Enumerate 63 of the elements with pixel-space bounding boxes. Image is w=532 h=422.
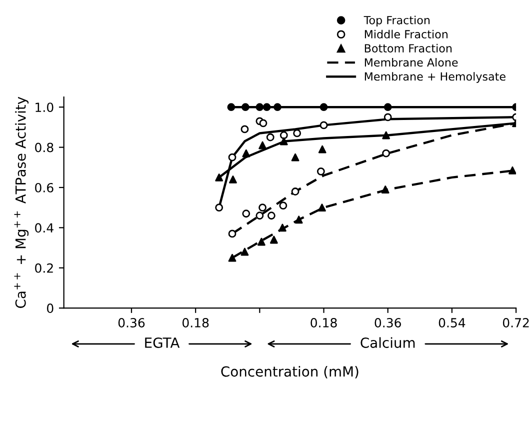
point xyxy=(280,137,288,146)
y-tick-label: 0.2 xyxy=(35,263,53,273)
point xyxy=(215,204,224,212)
point xyxy=(259,119,268,128)
x-tick-label: 0.18 xyxy=(310,318,337,328)
point xyxy=(381,186,390,194)
x-tick-label: 0.36 xyxy=(374,318,401,328)
x-tick-label: 0.18 xyxy=(182,318,209,328)
point xyxy=(258,204,266,212)
point xyxy=(258,141,266,150)
legend-label: Middle Fraction xyxy=(364,30,448,38)
point xyxy=(278,224,286,232)
point xyxy=(270,236,278,244)
point xyxy=(320,103,328,112)
point xyxy=(258,238,266,246)
point xyxy=(382,131,390,140)
point xyxy=(240,125,249,134)
x-tick-label: 0.72 xyxy=(502,318,529,328)
point xyxy=(266,133,274,142)
y-tick-label: 0.8 xyxy=(35,142,54,152)
point xyxy=(384,103,392,112)
point xyxy=(280,131,288,140)
point xyxy=(262,103,271,112)
point xyxy=(228,230,236,238)
point xyxy=(293,129,302,138)
point xyxy=(256,212,264,220)
legend-label: Membrane + Hemolysate xyxy=(364,72,506,83)
point xyxy=(291,188,300,196)
point xyxy=(508,166,516,174)
point xyxy=(320,121,328,130)
text: Calcium xyxy=(360,337,415,348)
x-tick-label: 0.54 xyxy=(438,318,466,328)
point xyxy=(242,149,250,158)
point xyxy=(384,113,392,122)
y-tick-label: 0.4 xyxy=(35,223,54,233)
x-tick-label: 0.36 xyxy=(118,318,145,328)
point xyxy=(279,202,288,210)
y-tick-label: 0 xyxy=(46,304,54,313)
point xyxy=(242,210,250,218)
point xyxy=(228,254,236,262)
point xyxy=(382,149,390,158)
point xyxy=(267,212,276,220)
y-axis-title: Ca$^{++}$ + Mg$^{++}$ ATPase Activity xyxy=(14,96,29,308)
point xyxy=(318,204,326,212)
point xyxy=(240,248,249,256)
point xyxy=(227,103,236,112)
point xyxy=(228,153,236,162)
text: EGTA xyxy=(145,337,180,348)
y-tick-label: 1.0 xyxy=(36,102,54,112)
point xyxy=(215,173,224,182)
point xyxy=(256,103,264,112)
point xyxy=(229,176,237,184)
y-tick-label: 0.6 xyxy=(35,182,54,192)
point xyxy=(291,153,300,162)
legend-label: Bottom Fraction xyxy=(364,44,452,53)
point xyxy=(241,103,250,112)
point xyxy=(274,103,282,112)
point xyxy=(318,145,326,154)
x-axis-title: Concentration (mM) xyxy=(221,366,358,378)
legend-label: Membrane Alone xyxy=(364,58,458,67)
point xyxy=(316,167,325,176)
legend-label: Top Fraction xyxy=(364,16,430,26)
point xyxy=(294,216,303,224)
